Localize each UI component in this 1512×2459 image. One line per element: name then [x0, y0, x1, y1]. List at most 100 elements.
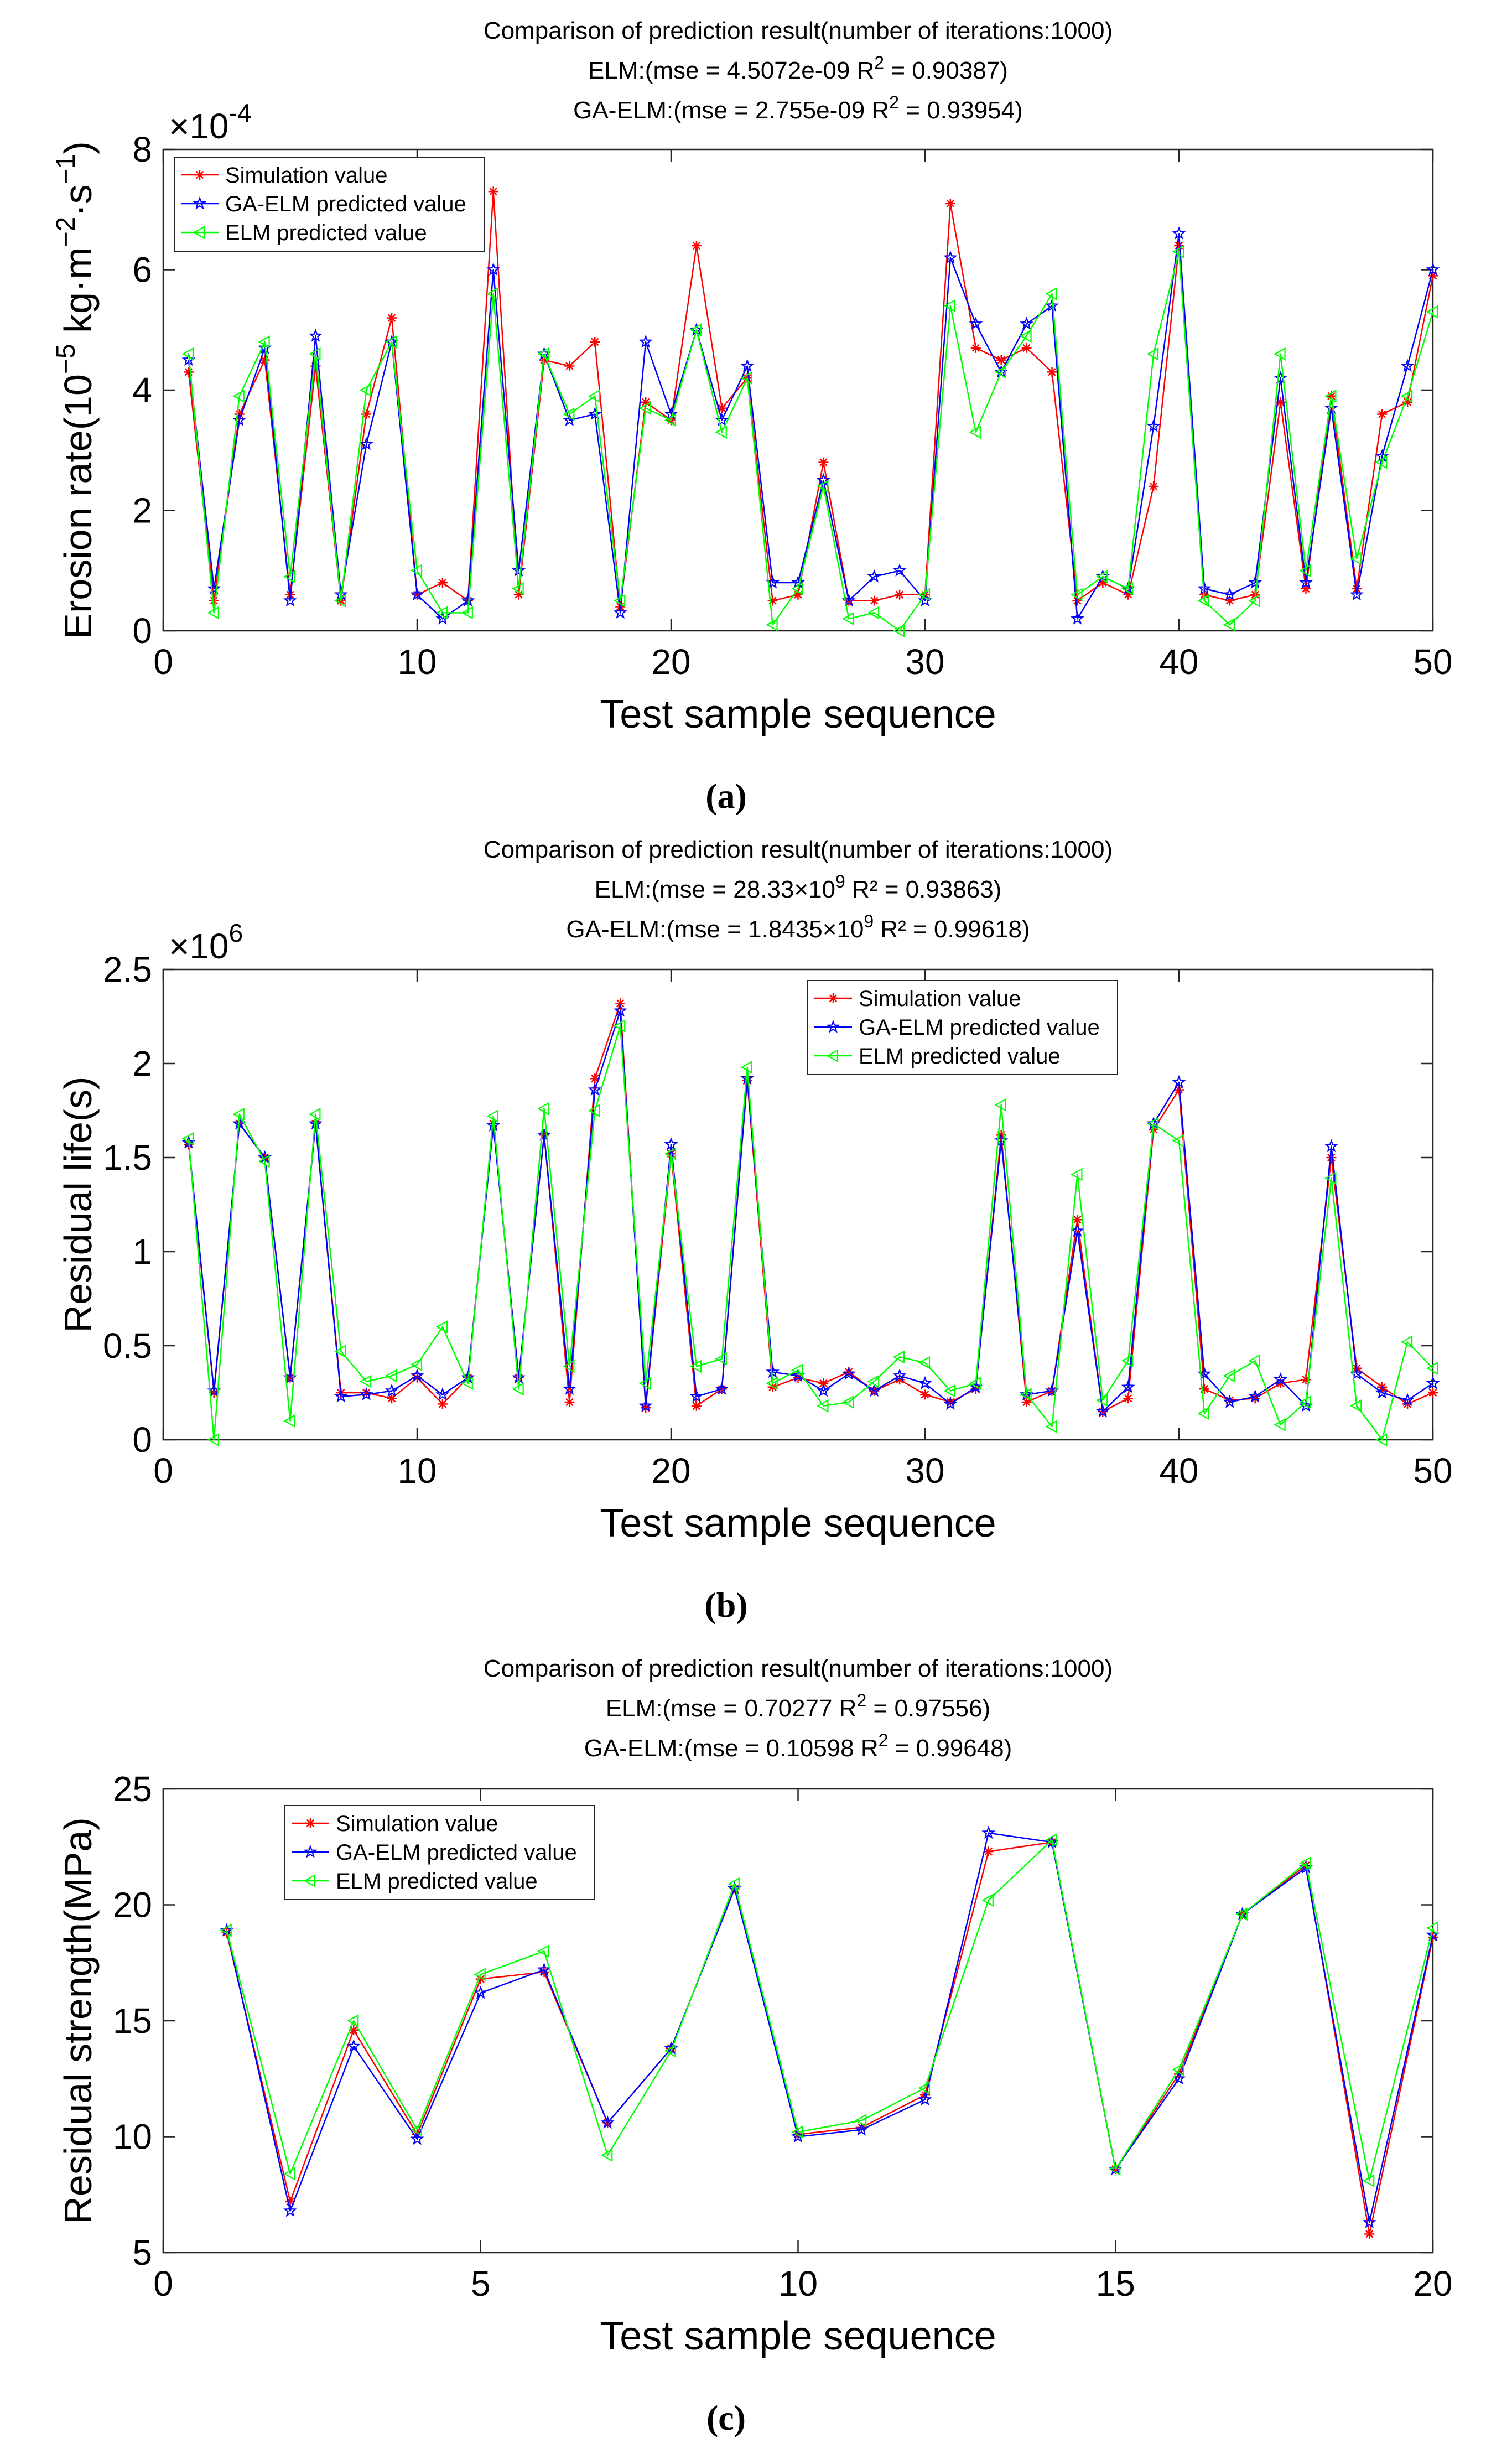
data-point — [588, 1104, 600, 1117]
legend: Simulation value GA-ELM predicted value EL… — [284, 1805, 595, 1900]
legend-marker — [303, 1874, 316, 1887]
y-tick-label: 0.5 — [103, 1326, 152, 1366]
y-label-text: kg·m — [56, 247, 100, 344]
data-point — [435, 1320, 448, 1334]
data-point — [232, 1107, 245, 1121]
data-point — [537, 1102, 549, 1116]
legend-entry: GA-ELM predicted value — [336, 1840, 577, 1865]
data-point — [461, 606, 473, 620]
data-point — [1072, 595, 1083, 606]
data-point — [689, 323, 702, 337]
data-point — [994, 1098, 1006, 1112]
data-point — [1045, 1833, 1057, 1847]
legend-marker — [305, 1818, 315, 1828]
data-point — [1199, 1384, 1209, 1394]
data-point — [309, 1107, 321, 1121]
data-point — [892, 624, 905, 637]
data-point — [1299, 1395, 1311, 1409]
data-point — [1098, 578, 1108, 588]
data-point — [1375, 455, 1388, 469]
data-point — [740, 1071, 755, 1085]
legend-marker — [826, 1049, 839, 1062]
y-label-text: ) — [56, 141, 100, 154]
data-point — [791, 582, 803, 595]
data-point — [437, 1399, 448, 1409]
legend-marker — [303, 1844, 318, 1858]
data-point — [1275, 1378, 1286, 1388]
x-tick-label: 10 — [778, 2264, 818, 2304]
x-tick-label: 20 — [1413, 2264, 1452, 2304]
data-point — [816, 1383, 830, 1397]
data-point — [983, 1846, 994, 1857]
y-tick-label: 10 — [113, 2117, 152, 2157]
data-point — [183, 367, 194, 377]
data-point — [994, 1133, 1009, 1147]
chart-title-line-3: GA-ELM:(mse = 0.10598 R2 = 0.99648) — [584, 1730, 1012, 1762]
data-point — [385, 335, 397, 349]
title-text: GA-ELM:(mse = 1.8435×10 — [566, 916, 864, 943]
panel-caption: (a) — [705, 776, 747, 816]
data-point — [1362, 2215, 1376, 2229]
data-point — [920, 1389, 930, 1400]
data-point — [1426, 1921, 1438, 1935]
title-text: Comparison of prediction result(number o… — [484, 836, 1113, 863]
y-tick-label: 5 — [132, 2233, 152, 2273]
data-point — [1172, 1075, 1186, 1088]
data-point — [664, 1147, 677, 1161]
data-point — [740, 1060, 752, 1074]
x-tick-label: 20 — [651, 1451, 690, 1491]
data-point — [1223, 1394, 1237, 1408]
data-point — [588, 407, 602, 421]
data-point — [867, 569, 881, 583]
x-tick-label: 30 — [905, 1451, 944, 1491]
data-point — [588, 390, 600, 403]
chart-panel-b: Comparison of prediction result(number o… — [56, 836, 1453, 1625]
x-tick-label: 40 — [1159, 642, 1198, 682]
data-point — [474, 1985, 488, 1999]
y-label-superscript: −2 — [51, 217, 81, 247]
data-point — [310, 361, 321, 371]
data-point — [1400, 359, 1415, 372]
title-text-end: = 0.93954) — [899, 97, 1023, 124]
data-point — [841, 1366, 856, 1380]
data-point — [613, 605, 627, 619]
data-point — [613, 1003, 627, 1017]
data-point — [564, 361, 575, 371]
data-point — [918, 2081, 931, 2095]
x-tick-label: 0 — [153, 642, 173, 682]
data-point — [486, 1109, 498, 1123]
data-point — [766, 618, 778, 631]
data-point — [486, 287, 498, 300]
y-tick-label: 0 — [132, 1420, 152, 1460]
data-point — [1350, 552, 1362, 566]
data-point — [359, 1374, 372, 1388]
data-point — [1400, 1335, 1413, 1349]
legend-entry: Simulation value — [859, 987, 1021, 1011]
legend-entry: GA-ELM predicted value — [225, 192, 466, 216]
data-point — [1426, 1376, 1440, 1389]
data-point — [1274, 1372, 1288, 1386]
y-tick-label: 6 — [132, 250, 152, 290]
data-point — [943, 299, 956, 313]
data-point — [766, 1377, 778, 1390]
data-point — [1021, 1397, 1032, 1407]
title-text: Comparison of prediction result(number o… — [484, 1655, 1113, 1682]
data-point — [1172, 2071, 1186, 2085]
legend-marker — [195, 170, 205, 180]
data-point — [359, 383, 372, 397]
data-point — [1235, 1907, 1248, 1921]
y-axis-exponent: ×106 — [169, 919, 243, 966]
title-superscript: 2 — [874, 53, 884, 72]
data-point — [943, 1397, 958, 1410]
data-point — [969, 426, 981, 439]
data-point — [1299, 564, 1311, 578]
y-axis-exponent: ×10-4 — [169, 98, 251, 146]
data-point — [943, 250, 958, 264]
y-tick-label: 20 — [113, 1885, 152, 1925]
data-point — [1324, 401, 1338, 414]
data-point — [590, 337, 600, 347]
data-point — [283, 570, 295, 583]
data-point — [1400, 1393, 1415, 1407]
data-point — [359, 1387, 373, 1401]
data-point — [1096, 570, 1108, 583]
